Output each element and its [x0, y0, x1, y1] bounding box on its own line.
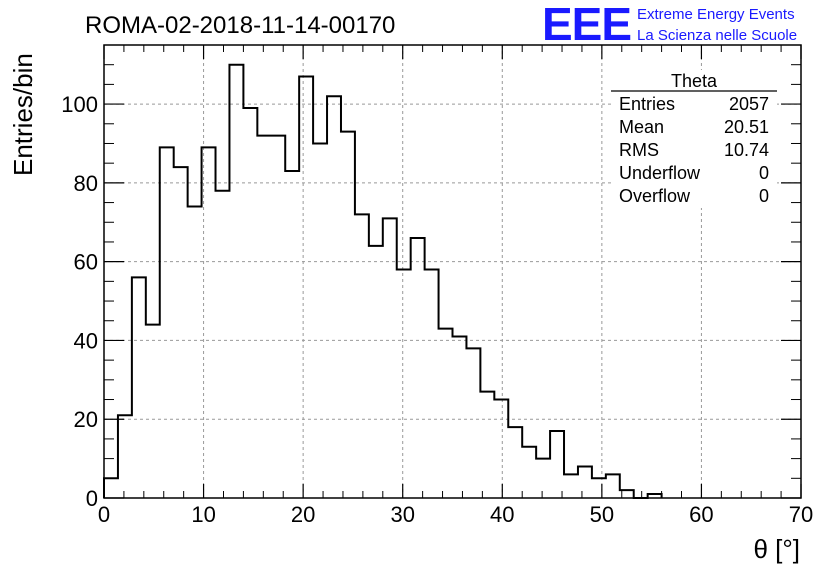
histogram-bin [313, 143, 327, 498]
y-tick-label: 100 [61, 92, 98, 117]
x-tick-label: 20 [291, 502, 315, 527]
histogram-bin [522, 447, 536, 498]
stats-row-label: Underflow [619, 163, 701, 183]
chart-title: ROMA-02-2018-11-14-00170 [85, 12, 395, 39]
x-tick-label: 30 [390, 502, 414, 527]
x-tick-label: 50 [590, 502, 614, 527]
y-tick-label: 20 [74, 407, 98, 432]
stats-row-value: 2057 [729, 94, 769, 114]
histogram-bin [160, 147, 174, 498]
stats-box-background [611, 70, 777, 208]
histogram-bin [453, 336, 467, 498]
histogram-bin [466, 348, 480, 498]
grid-lines [104, 45, 801, 498]
histogram-bin [216, 191, 230, 498]
histogram-bin [299, 77, 313, 498]
histogram-bin [146, 325, 160, 498]
histogram-bin [285, 171, 299, 498]
y-tick-label: 0 [86, 486, 98, 511]
stats-row-value: 0 [759, 186, 769, 206]
histogram-bin [397, 270, 411, 498]
stats-row-value: 10.74 [724, 140, 769, 160]
y-tick-label: 40 [74, 328, 98, 353]
tick-labels: 0 10 20 30 40 50 60 70 0 20 40 60 80 100 [61, 92, 813, 527]
histogram-bin [592, 478, 606, 498]
stats-row-label: Entries [619, 94, 675, 114]
x-tick-label: 40 [490, 502, 514, 527]
stats-rows: Entries 2057 Mean 20.51 RMS 10.74 Underflow 0 Ov… [619, 94, 769, 206]
histogram-bin [118, 415, 132, 498]
x-tick-label: 10 [191, 502, 215, 527]
histogram-bin [327, 96, 341, 498]
eee-logo: EEE Extreme Energy Events La Scienza nel… [542, 0, 797, 50]
histogram-bin [355, 214, 369, 498]
histogram-bin [536, 459, 550, 498]
histogram-bin [494, 400, 508, 498]
histogram-bin [243, 108, 257, 498]
y-axis-title: Entries/bin [8, 53, 38, 176]
histogram-bin [564, 474, 578, 498]
x-tick-label: 0 [98, 502, 110, 527]
histogram-bin [188, 207, 202, 498]
histogram-bin [439, 329, 453, 498]
axis-ticks [103, 44, 802, 499]
stats-box-title: Theta [671, 71, 718, 91]
x-tick-label: 70 [789, 502, 813, 527]
plot-frame [103, 44, 802, 499]
histogram-bars [103, 63, 663, 499]
histogram-bin [606, 474, 620, 498]
stats-row-value: 0 [759, 163, 769, 183]
histogram-bin [411, 238, 425, 498]
histogram-bin [383, 218, 397, 498]
logo-line1: Extreme Energy Events [637, 6, 795, 23]
histogram-bin [550, 431, 564, 498]
histogram-bin [369, 246, 383, 498]
histogram-bin [257, 136, 271, 498]
y-tick-label: 80 [74, 171, 98, 196]
histogram-bin [174, 167, 188, 498]
histogram-bin [104, 478, 118, 498]
stats-box: Theta Entries 2057 Mean 20.51 RMS 10.74 Underf… [611, 70, 777, 208]
logo-acronym: EEE [542, 0, 631, 50]
histogram-bin [425, 270, 439, 498]
histogram-bin [341, 132, 355, 498]
stats-row-label: Mean [619, 117, 664, 137]
histogram-outline [103, 63, 663, 499]
x-tick-label: 60 [689, 502, 713, 527]
y-tick-label: 60 [74, 250, 98, 275]
logo-line2: La Scienza nelle Scuole [637, 27, 797, 44]
histogram-bin [480, 392, 494, 498]
histogram-bin [508, 427, 522, 498]
histogram-bin [229, 65, 243, 498]
histogram-bin [132, 277, 146, 498]
histogram-bin [578, 466, 592, 498]
stats-row-label: RMS [619, 140, 659, 160]
x-axis-title: θ [°] [753, 534, 800, 564]
stats-row-value: 20.51 [724, 117, 769, 137]
histogram-bin [271, 136, 285, 498]
stats-row-label: Overflow [619, 186, 691, 206]
